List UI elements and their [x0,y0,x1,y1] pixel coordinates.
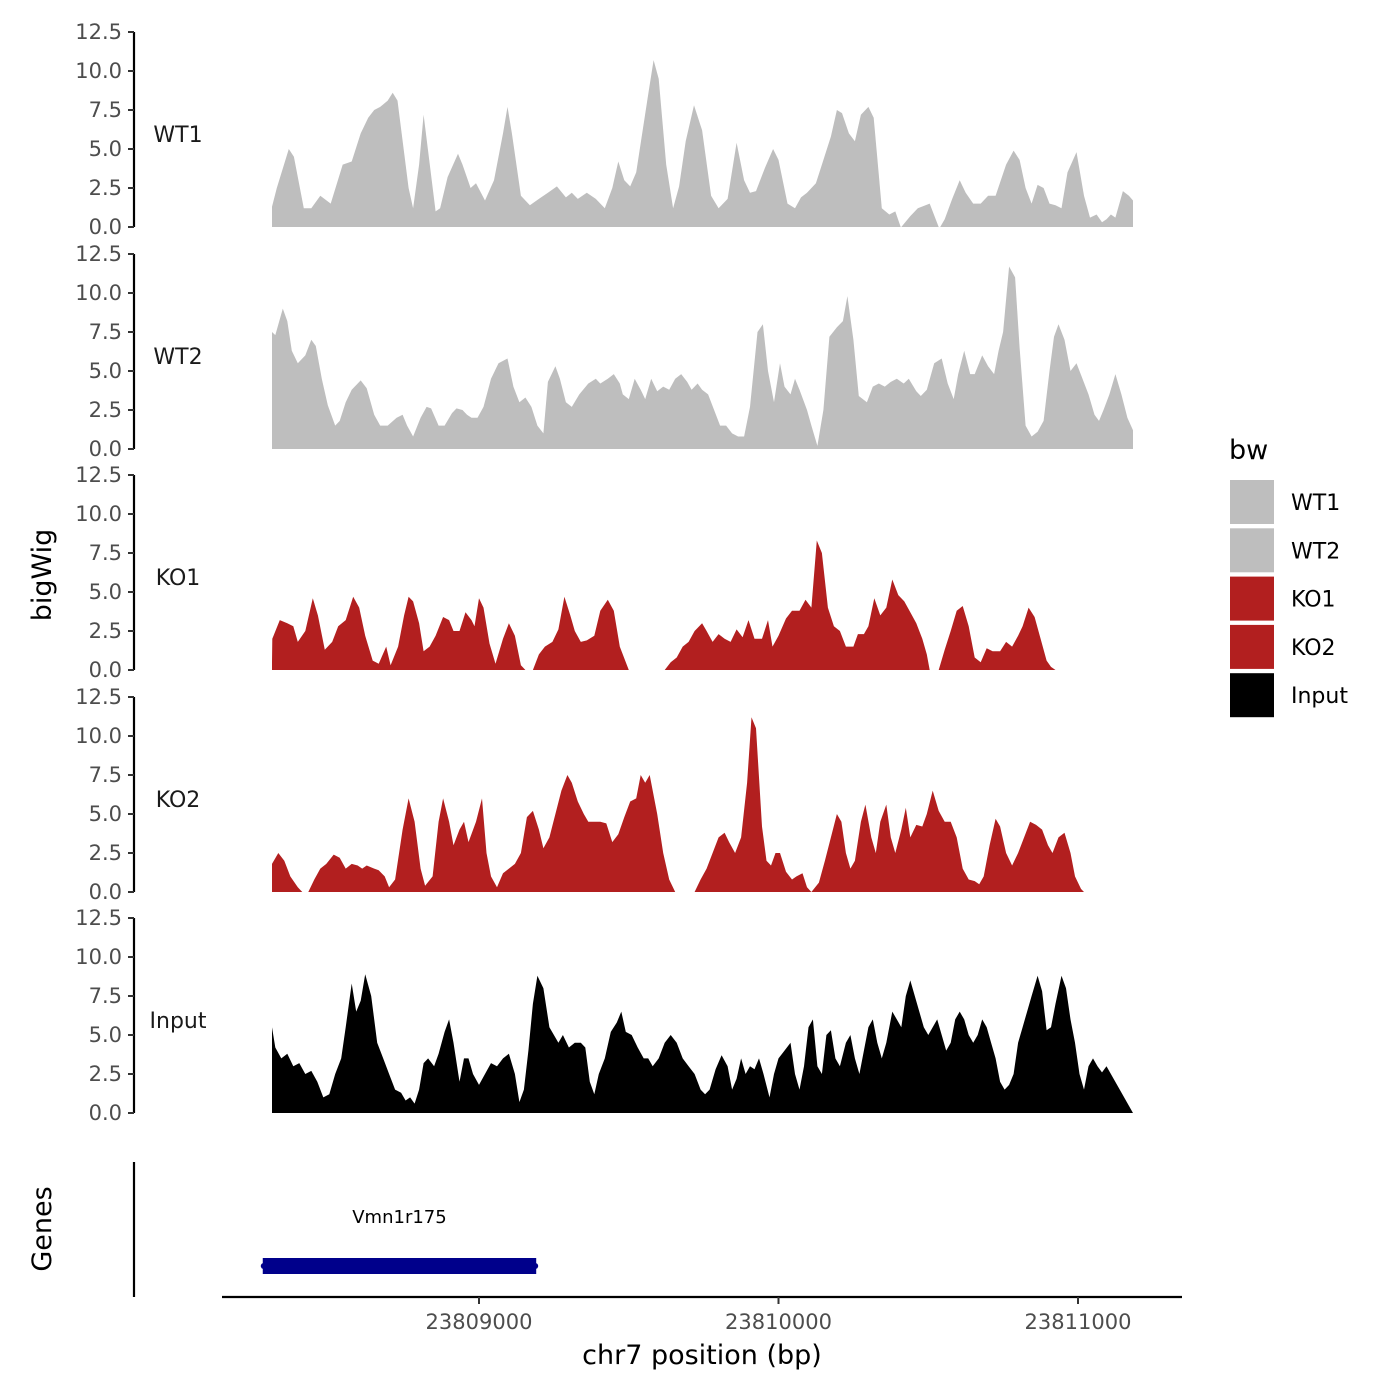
legend-key-ko1 [1230,576,1274,621]
y-tick-label: 0.0 [89,880,122,904]
gene-start-marker [260,1263,267,1269]
legend-label: KO2 [1291,636,1336,661]
y-tick-label: 5.0 [89,137,122,161]
y-tick-label: 2.5 [89,398,122,422]
legend-key-ko2 [1230,624,1274,669]
gene-bar [262,1258,537,1274]
y-tick-label: 5.0 [89,1023,122,1047]
y-tick-label: 10.0 [75,945,122,969]
y-tick-label: 5.0 [89,580,122,604]
x-ticks: 23809000 23810000 23811000 [426,1297,1132,1334]
y-tick-label: 12.5 [75,20,122,44]
y-tick-label: 10.0 [75,502,122,526]
track-wt2: 0.0 2.5 5.0 7.5 10.0 12.5 WT2 [75,242,1133,461]
y-tick-label: 7.5 [89,984,122,1008]
legend-title: bw [1229,435,1268,466]
track-label: KO1 [156,566,201,591]
track-wt1: 0.0 2.5 5.0 7.5 10.0 12.5 WT1 [75,20,1133,239]
y-tick-label: 0.0 [89,1101,122,1125]
track-input: 0.0 2.5 5.0 7.5 10.0 12.5 Input [75,906,1133,1125]
y-tick-label: 12.5 [75,463,122,487]
y-tick-label: 10.0 [75,281,122,305]
y-axis-title: bigWig [27,529,58,622]
y-tick-label: 7.5 [89,763,122,787]
y-tick-label: 7.5 [89,98,122,122]
gene-label: Vmn1r175 [352,1207,446,1228]
y-tick-label: 0.0 [89,658,122,682]
track-label: WT1 [153,123,202,148]
y-tick-label: 7.5 [89,320,122,344]
tracks: 0.0 2.5 5.0 7.5 10.0 12.5 WT1 0.0 2.5 5.0 7.5 10.0 1… [75,20,1133,1125]
genes-panel: Genes Vmn1r175 [27,1162,539,1297]
y-tick-label: 0.0 [89,437,122,461]
area-wt1 [272,60,1133,227]
y-tick-label: 12.5 [75,685,122,709]
y-tick-label: 12.5 [75,906,122,930]
legend-key-wt1 [1230,480,1274,524]
area-ko1 [272,540,1133,670]
track-ko1: 0.0 2.5 5.0 7.5 10.0 12.5 KO1 [75,463,1133,682]
x-axis: 23809000 23810000 23811000 chr7 position (… [222,1295,1182,1371]
legend-label: KO1 [1291,588,1336,613]
x-tick-label: 23809000 [426,1310,533,1334]
y-tick-label: 2.5 [89,1062,122,1086]
gene-end-marker [532,1263,539,1269]
legend-label: WT2 [1291,539,1340,564]
y-tick-label: 10.0 [75,724,122,748]
track-label: KO2 [156,788,201,813]
y-tick-label: 10.0 [75,59,122,83]
y-tick-label: 0.0 [89,215,122,239]
x-tick-label: 23811000 [1025,1310,1132,1334]
track-label: Input [150,1009,207,1034]
area-wt2 [272,266,1133,449]
area-input [272,974,1133,1113]
y-tick-label: 12.5 [75,242,122,266]
y-tick-label: 5.0 [89,359,122,383]
legend: bw WT1 WT2 KO1 KO2 Input [1229,435,1348,718]
x-axis-title: chr7 position (bp) [582,1340,822,1371]
legend-label: WT1 [1291,491,1340,516]
y-tick-label: 7.5 [89,541,122,565]
gene-items: Vmn1r175 [260,1207,539,1274]
legend-items: WT1 WT2 KO1 KO2 Input [1230,480,1348,718]
y-tick-label: 2.5 [89,841,122,865]
track-ko2: 0.0 2.5 5.0 7.5 10.0 12.5 KO2 [75,685,1133,904]
legend-key-wt2 [1230,528,1274,573]
genes-axis-title: Genes [27,1186,58,1271]
y-tick-label: 2.5 [89,176,122,200]
area-ko2 [272,717,1133,892]
legend-key-input [1230,673,1274,718]
y-tick-label: 2.5 [89,619,122,643]
x-tick-label: 23810000 [725,1310,832,1334]
track-label: WT2 [153,345,202,370]
legend-label: Input [1291,684,1348,709]
y-tick-label: 5.0 [89,802,122,826]
